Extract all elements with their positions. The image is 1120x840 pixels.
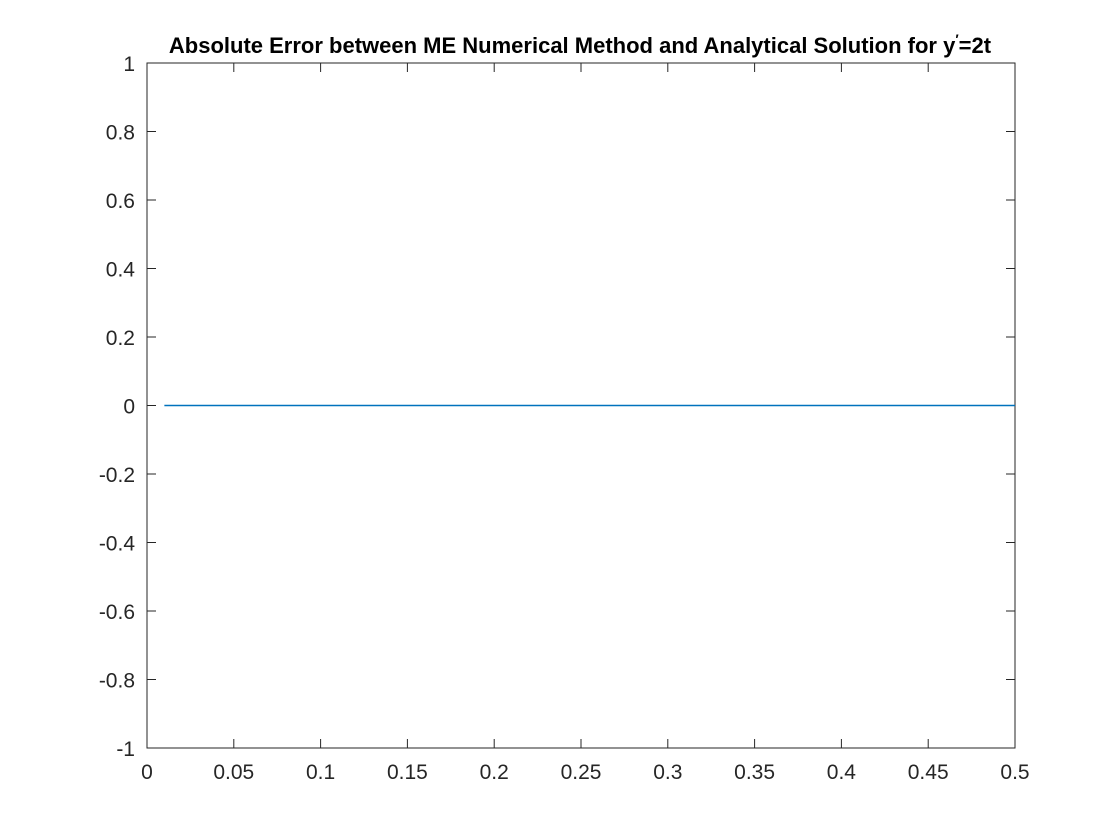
x-tick-label: 0.5 <box>1000 761 1029 784</box>
x-tick-label: 0.1 <box>306 761 335 784</box>
chart-title-prime: ′ <box>955 31 959 47</box>
y-tick-label: 0 <box>123 396 135 419</box>
y-tick-label: 1 <box>123 53 135 76</box>
x-tick-label: 0.4 <box>827 761 857 784</box>
y-tick-label: -0.2 <box>99 464 135 487</box>
y-tick-label: -0.8 <box>99 670 135 693</box>
x-tick-label: 0.35 <box>734 761 775 784</box>
plot-area: 0 0.05 0.1 0.15 0.2 0.25 0.3 0.35 0.4 0.45 0.5 -1 -0… <box>99 53 1030 784</box>
x-tick-label: 0 <box>141 761 153 784</box>
chart-title-main: Absolute Error between ME Numerical Meth… <box>169 33 956 58</box>
x-tick-label: 0.3 <box>653 761 682 784</box>
y-tick-label: 0.4 <box>106 259 136 282</box>
y-tick-label: 0.6 <box>106 190 135 213</box>
y-tick-label: -0.6 <box>99 601 135 624</box>
x-tick-label: 0.2 <box>480 761 509 784</box>
y-tick-label: 0.2 <box>106 327 135 350</box>
y-tick-label: -1 <box>116 738 135 761</box>
x-tick-label: 0.25 <box>561 761 602 784</box>
chart-title-tail: =2t <box>959 33 992 58</box>
x-tick-label: 0.05 <box>213 761 254 784</box>
y-tick-label: 0.8 <box>106 122 135 145</box>
x-tick-label: 0.15 <box>387 761 428 784</box>
chart-title: Absolute Error between ME Numerical Meth… <box>169 31 992 58</box>
x-tick-label: 0.45 <box>908 761 949 784</box>
y-tick-label: -0.4 <box>99 533 136 556</box>
